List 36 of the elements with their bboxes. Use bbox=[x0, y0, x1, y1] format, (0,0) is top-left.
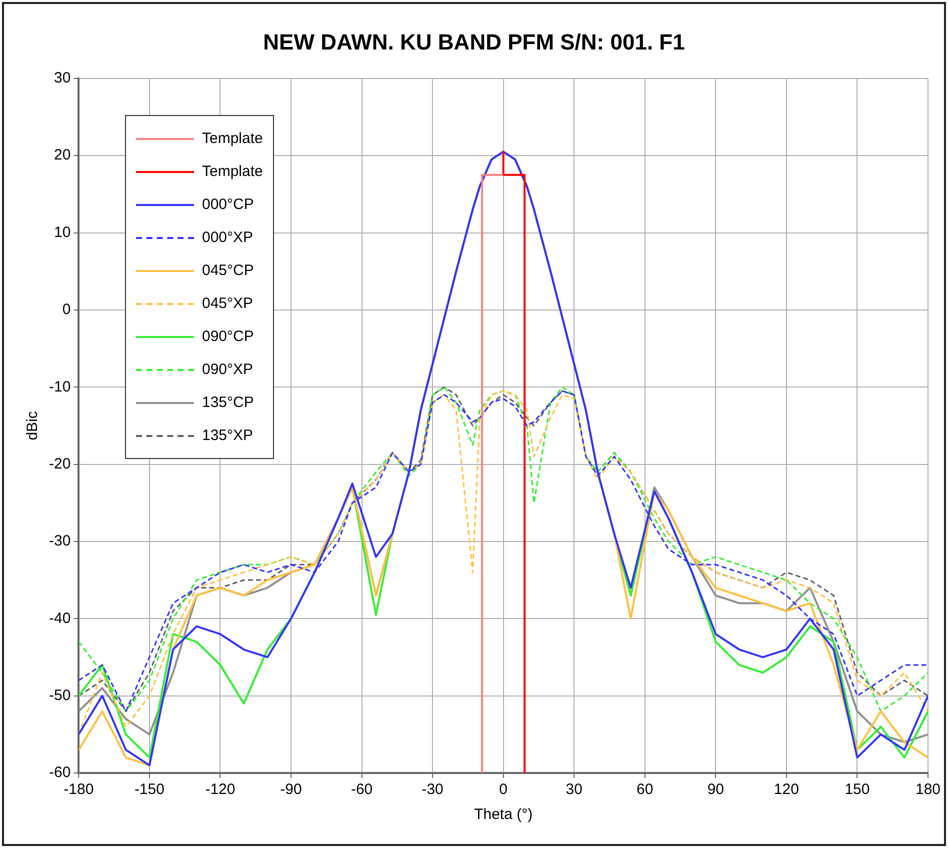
x-tick-label: -120 bbox=[205, 781, 236, 798]
chart-title: NEW DAWN. KU BAND PFM S/N: 001. F1 bbox=[263, 29, 685, 54]
y-tick-label: -40 bbox=[48, 610, 71, 627]
x-tick-label: 120 bbox=[774, 781, 799, 798]
x-tick-label: 150 bbox=[844, 781, 870, 798]
legend-label: 135°XP bbox=[202, 427, 254, 444]
y-tick-label: -60 bbox=[48, 764, 71, 782]
x-tick-label: 30 bbox=[566, 781, 582, 798]
x-tick-label: -30 bbox=[422, 781, 444, 798]
y-tick-label: -10 bbox=[48, 378, 71, 396]
y-tick-label: -30 bbox=[48, 532, 71, 550]
x-tick-label: -150 bbox=[134, 781, 164, 798]
y-tick-label: 10 bbox=[54, 224, 71, 241]
y-tick-label: -50 bbox=[48, 686, 71, 704]
legend-label: 135°CP bbox=[202, 394, 254, 411]
y-tick-label: 20 bbox=[54, 146, 71, 164]
legend-label: Template bbox=[202, 163, 263, 180]
x-tick-label: 180 bbox=[915, 781, 941, 798]
legend-label: 000°XP bbox=[202, 229, 254, 246]
x-tick-label: -60 bbox=[350, 781, 373, 798]
legend-label: 045°XP bbox=[202, 295, 254, 312]
x-tick-label: 60 bbox=[636, 781, 654, 798]
y-axis-title: dBic bbox=[24, 410, 42, 440]
legend-label: 090°CP bbox=[202, 328, 254, 345]
x-tick-label: 0 bbox=[499, 781, 508, 798]
x-tick-label: 90 bbox=[707, 781, 724, 798]
legend-label: 000°CP bbox=[202, 196, 254, 213]
y-tick-label: 30 bbox=[54, 70, 71, 87]
legend-label: 090°XP bbox=[202, 361, 254, 378]
legend-label: 045°CP bbox=[202, 262, 254, 279]
x-tick-label: -90 bbox=[280, 781, 302, 798]
x-tick-label: -180 bbox=[64, 781, 94, 798]
y-tick-label: 0 bbox=[62, 301, 71, 318]
x-axis-title: Theta (°) bbox=[474, 806, 533, 824]
y-tick-label: -20 bbox=[48, 455, 71, 472]
legend-label: Template bbox=[202, 130, 263, 147]
